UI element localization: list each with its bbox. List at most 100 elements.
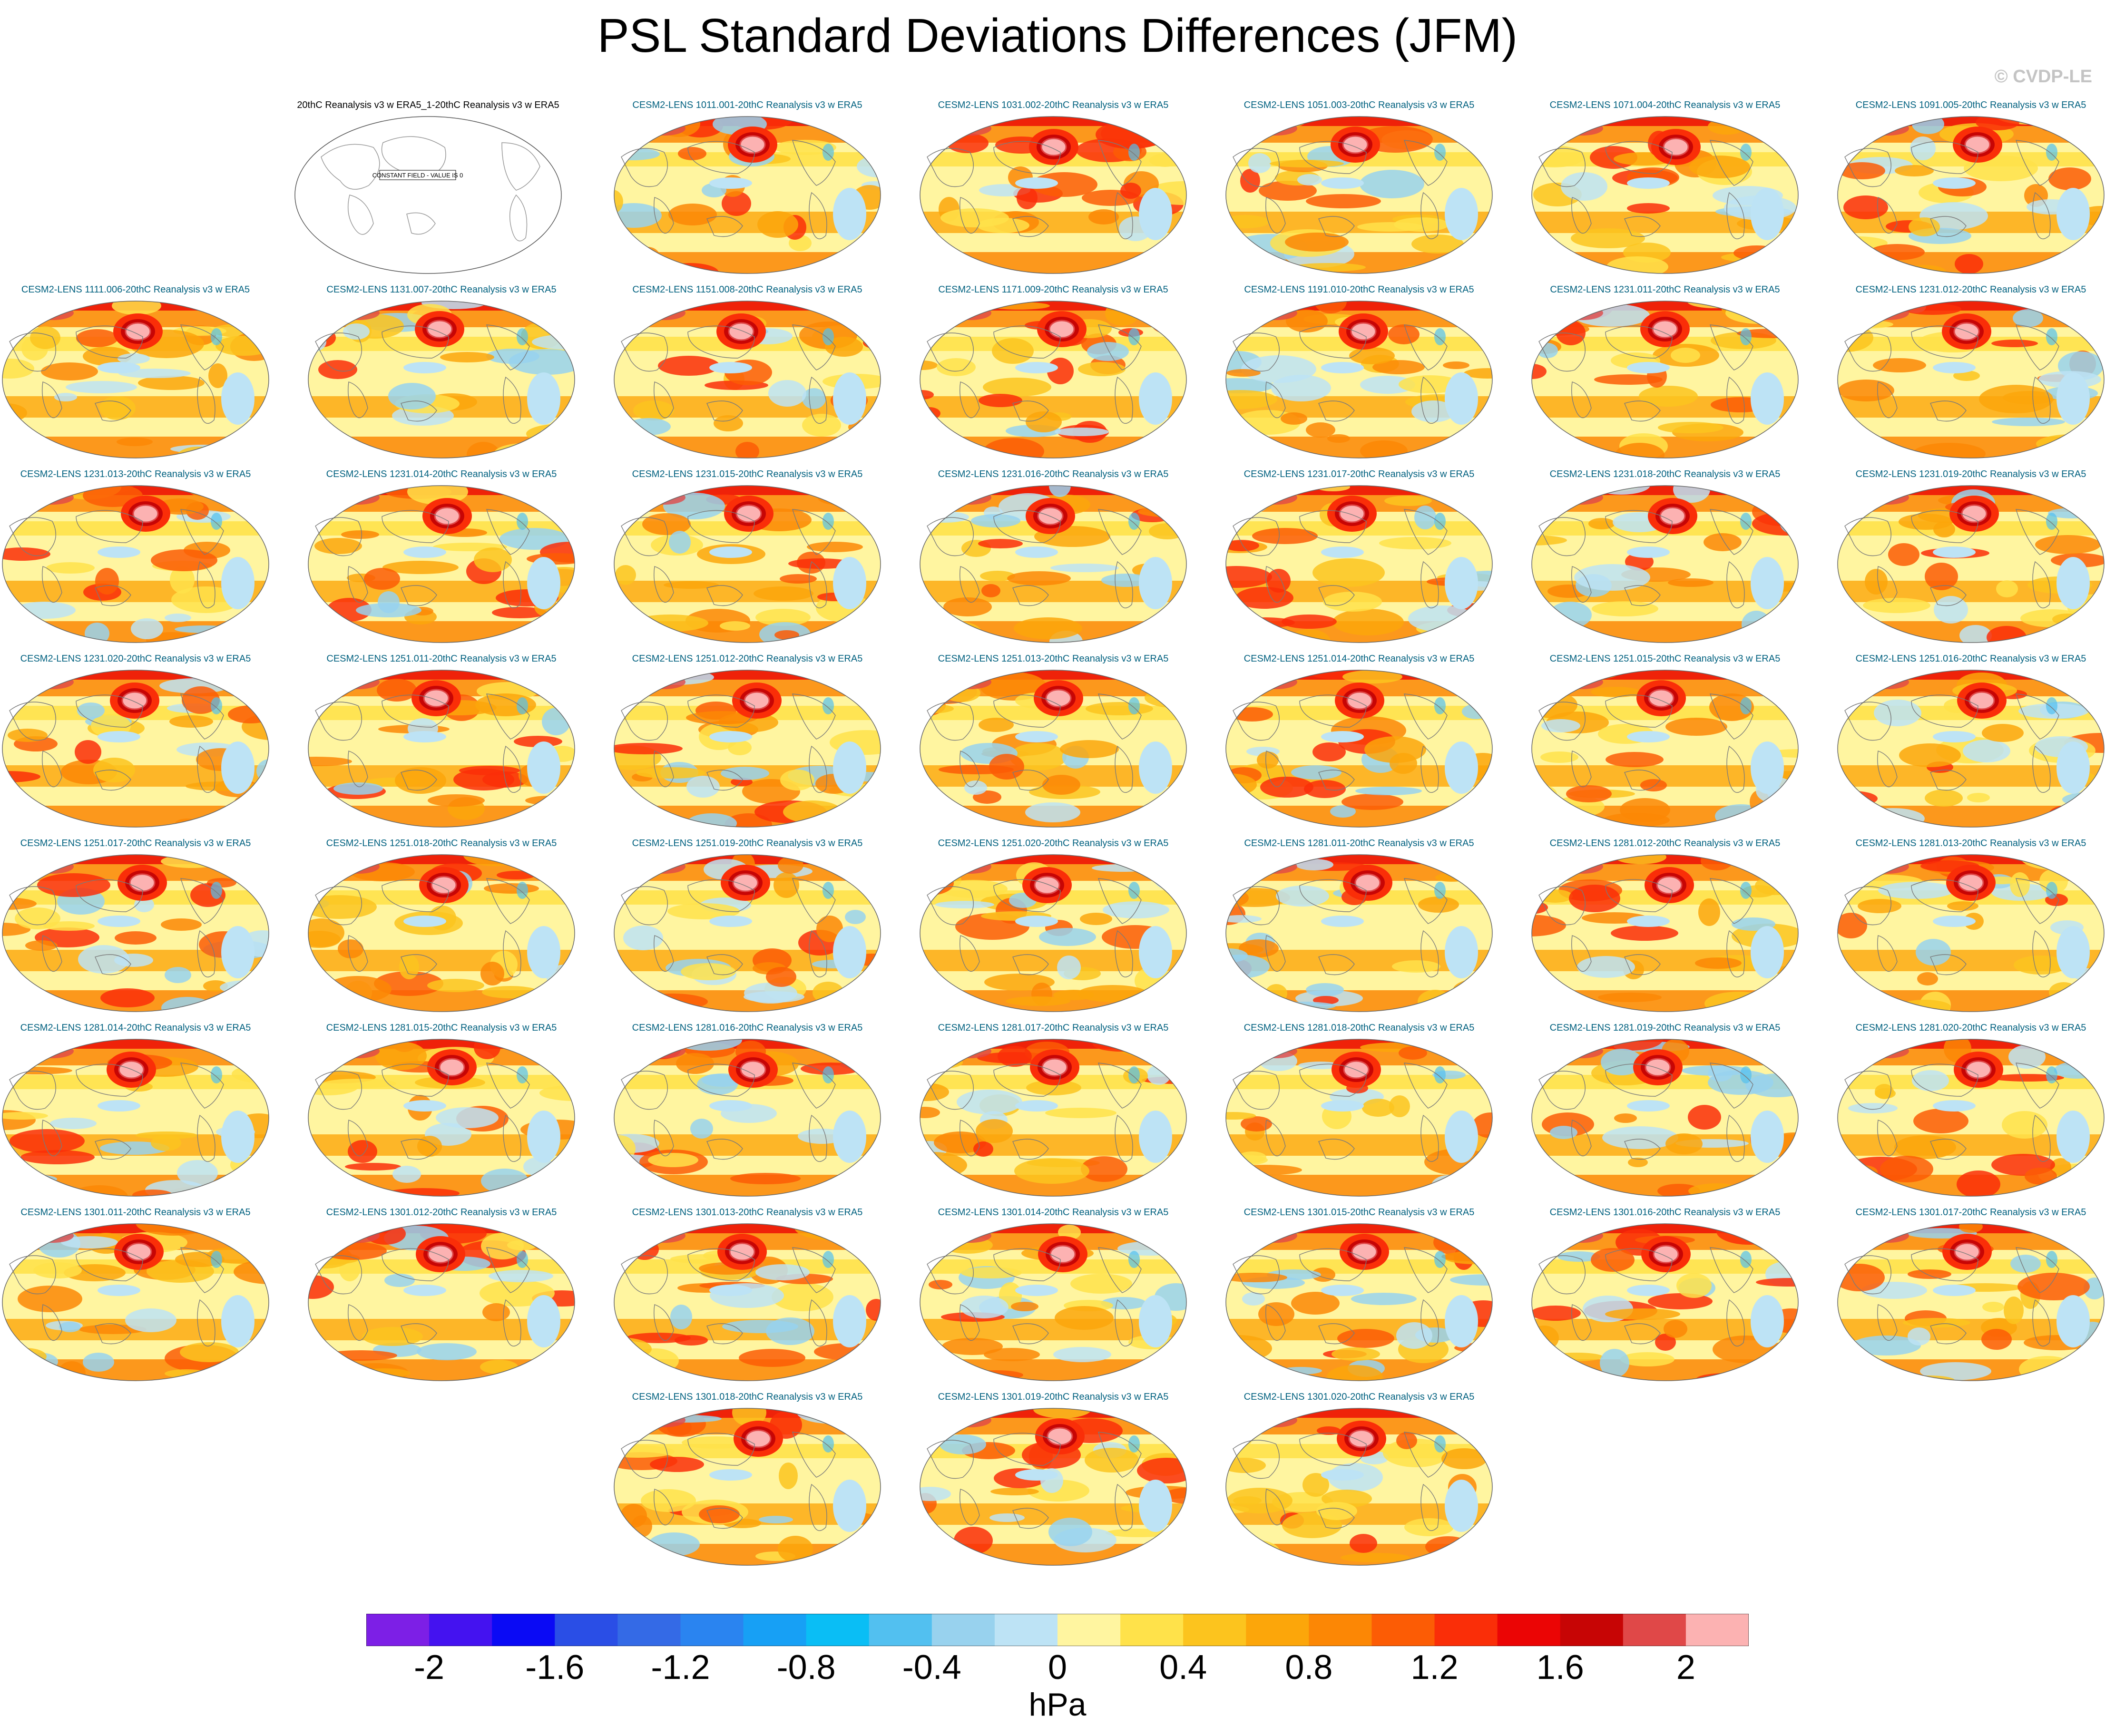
difference-map <box>1225 116 1493 274</box>
map-panel: CESM2-LENS 1281.014-20thC Reanalysis v3 … <box>0 1023 276 1203</box>
panel-title: CESM2-LENS 1231.011-20thC Reanalysis v3 … <box>1550 284 1780 295</box>
difference-map <box>1837 116 2105 274</box>
panel-title: CESM2-LENS 1131.007-20thC Reanalysis v3 … <box>326 284 557 295</box>
panel-title: CESM2-LENS 1281.016-20thC Reanalysis v3 … <box>632 1023 863 1033</box>
difference-map <box>1225 301 1493 458</box>
difference-map <box>1225 1039 1493 1197</box>
panel-title: CESM2-LENS 1231.016-20thC Reanalysis v3 … <box>938 469 1169 479</box>
copyright-watermark: © CVDP-LE <box>1994 67 2092 87</box>
colorbar-swatch <box>1560 1614 1624 1646</box>
map-panel: CESM2-LENS 1281.016-20thC Reanalysis v3 … <box>607 1023 888 1203</box>
difference-map <box>1225 1408 1493 1566</box>
difference-map <box>1837 670 2105 828</box>
map-panel: CESM2-LENS 1011.001-20thC Reanalysis v3 … <box>607 100 888 281</box>
difference-map <box>1225 485 1493 643</box>
panel-title: CESM2-LENS 1301.014-20thC Reanalysis v3 … <box>938 1207 1169 1218</box>
difference-map <box>614 854 881 1012</box>
panel-title: CESM2-LENS 1281.014-20thC Reanalysis v3 … <box>20 1023 251 1033</box>
map-panel: CESM2-LENS 1301.013-20thC Reanalysis v3 … <box>607 1207 888 1388</box>
panel-title: CESM2-LENS 1231.014-20thC Reanalysis v3 … <box>326 469 557 479</box>
colorbar-swatch <box>743 1614 807 1646</box>
difference-map <box>308 1039 575 1197</box>
colorbar-swatch <box>806 1614 870 1646</box>
map-panel: CESM2-LENS 1171.009-20thC Reanalysis v3 … <box>913 284 1194 465</box>
map-panel: CESM2-LENS 1091.005-20thC Reanalysis v3 … <box>1831 100 2111 281</box>
panel-title: CESM2-LENS 1281.013-20thC Reanalysis v3 … <box>1855 838 2086 848</box>
difference-map <box>2 485 269 643</box>
panel-title: CESM2-LENS 1191.010-20thC Reanalysis v3 … <box>1244 284 1474 295</box>
difference-map <box>1225 854 1493 1012</box>
difference-map <box>1837 301 2105 458</box>
map-panel: CESM2-LENS 1251.011-20thC Reanalysis v3 … <box>301 653 582 834</box>
panel-title: CESM2-LENS 1231.015-20thC Reanalysis v3 … <box>632 469 863 479</box>
map-panel: CESM2-LENS 1301.020-20thC Reanalysis v3 … <box>1219 1392 1499 1572</box>
colorbar-swatch <box>366 1614 430 1646</box>
colorbar <box>366 1614 1749 1646</box>
panel-title: CESM2-LENS 1301.019-20thC Reanalysis v3 … <box>938 1392 1169 1402</box>
colorbar-tick-label: 1.2 <box>1410 1648 1459 1687</box>
map-panel: CESM2-LENS 1301.015-20thC Reanalysis v3 … <box>1219 1207 1499 1388</box>
map-panel: CESM2-LENS 1251.014-20thC Reanalysis v3 … <box>1219 653 1499 834</box>
colorbar-tick-label: 0 <box>1048 1648 1067 1687</box>
colorbar-swatch <box>931 1614 995 1646</box>
colorbar-swatch <box>869 1614 932 1646</box>
panel-title: 20thC Reanalysis v3 w ERA5_1-20thC Reana… <box>297 100 559 110</box>
panel-title: CESM2-LENS 1301.017-20thC Reanalysis v3 … <box>1855 1207 2086 1218</box>
panel-title: CESM2-LENS 1301.013-20thC Reanalysis v3 … <box>632 1207 863 1218</box>
difference-map <box>1531 1039 1799 1197</box>
difference-map <box>920 854 1187 1012</box>
colorbar-swatch <box>1183 1614 1246 1646</box>
panel-title: CESM2-LENS 1231.018-20thC Reanalysis v3 … <box>1549 469 1781 479</box>
panel-title: CESM2-LENS 1231.013-20thC Reanalysis v3 … <box>20 469 251 479</box>
map-panel: CESM2-LENS 1281.018-20thC Reanalysis v3 … <box>1219 1023 1499 1203</box>
panel-title: CESM2-LENS 1251.018-20thC Reanalysis v3 … <box>326 838 557 848</box>
panel-title: CESM2-LENS 1281.015-20thC Reanalysis v3 … <box>326 1023 557 1033</box>
panel-title: CESM2-LENS 1301.011-20thC Reanalysis v3 … <box>20 1207 251 1218</box>
panel-title: CESM2-LENS 1231.017-20thC Reanalysis v3 … <box>1244 469 1475 479</box>
difference-map <box>2 670 269 828</box>
colorbar-tick-label: 0.8 <box>1285 1648 1333 1687</box>
difference-map <box>1531 301 1799 458</box>
map-panel: CESM2-LENS 1281.013-20thC Reanalysis v3 … <box>1831 838 2111 1019</box>
panel-title: CESM2-LENS 1281.018-20thC Reanalysis v3 … <box>1244 1023 1475 1033</box>
colorbar-tick-label: -0.4 <box>902 1648 961 1687</box>
panel-title: CESM2-LENS 1251.014-20thC Reanalysis v3 … <box>1244 653 1475 664</box>
panel-title: CESM2-LENS 1281.017-20thC Reanalysis v3 … <box>938 1023 1169 1033</box>
colorbar-swatch <box>617 1614 681 1646</box>
colorbar-swatch <box>555 1614 618 1646</box>
reference-map: CONSTANT FIELD - VALUE IS 0 <box>294 116 562 274</box>
difference-map <box>308 854 575 1012</box>
map-panel: CESM2-LENS 1251.015-20thC Reanalysis v3 … <box>1525 653 1805 834</box>
map-panel: CESM2-LENS 1191.010-20thC Reanalysis v3 … <box>1219 284 1499 465</box>
map-panel: CESM2-LENS 1231.014-20thC Reanalysis v3 … <box>301 469 582 650</box>
map-panel: CESM2-LENS 1151.008-20thC Reanalysis v3 … <box>607 284 888 465</box>
colorbar-swatch <box>1246 1614 1309 1646</box>
difference-map <box>2 854 269 1012</box>
panel-title: CESM2-LENS 1251.013-20thC Reanalysis v3 … <box>938 653 1169 664</box>
panel-title: CESM2-LENS 1011.001-20thC Reanalysis v3 … <box>632 100 862 110</box>
panel-title: CESM2-LENS 1231.019-20thC Reanalysis v3 … <box>1855 469 2086 479</box>
colorbar-swatch <box>1434 1614 1498 1646</box>
panel-title: CESM2-LENS 1071.004-20thC Reanalysis v3 … <box>1549 100 1781 110</box>
panel-title: CESM2-LENS 1301.012-20thC Reanalysis v3 … <box>326 1207 557 1218</box>
map-panel: CESM2-LENS 1031.002-20thC Reanalysis v3 … <box>913 100 1194 281</box>
difference-map <box>1531 485 1799 643</box>
difference-map <box>308 1223 575 1381</box>
colorbar-swatch <box>1058 1614 1121 1646</box>
map-panel: CESM2-LENS 1301.018-20thC Reanalysis v3 … <box>607 1392 888 1572</box>
colorbar-swatch <box>1685 1614 1749 1646</box>
panel-title: CESM2-LENS 1111.006-20thC Reanalysis v3 … <box>21 284 250 295</box>
map-panel: CESM2-LENS 1231.019-20thC Reanalysis v3 … <box>1831 469 2111 650</box>
map-panel: CESM2-LENS 1251.017-20thC Reanalysis v3 … <box>0 838 276 1019</box>
panel-title: CESM2-LENS 1231.020-20thC Reanalysis v3 … <box>20 653 251 664</box>
map-panel: CESM2-LENS 1231.020-20thC Reanalysis v3 … <box>0 653 276 834</box>
panel-title: CESM2-LENS 1281.011-20thC Reanalysis v3 … <box>1244 838 1474 848</box>
colorbar-swatch <box>1371 1614 1435 1646</box>
map-panel: CESM2-LENS 1281.011-20thC Reanalysis v3 … <box>1219 838 1499 1019</box>
constant-field-note: CONSTANT FIELD - VALUE IS 0 <box>372 172 463 179</box>
colorbar-swatch <box>680 1614 744 1646</box>
colorbar-tick-label: 1.6 <box>1536 1648 1584 1687</box>
map-panel: CESM2-LENS 1231.018-20thC Reanalysis v3 … <box>1525 469 1805 650</box>
difference-map <box>1225 670 1493 828</box>
map-panel: CESM2-LENS 1231.017-20thC Reanalysis v3 … <box>1219 469 1499 650</box>
